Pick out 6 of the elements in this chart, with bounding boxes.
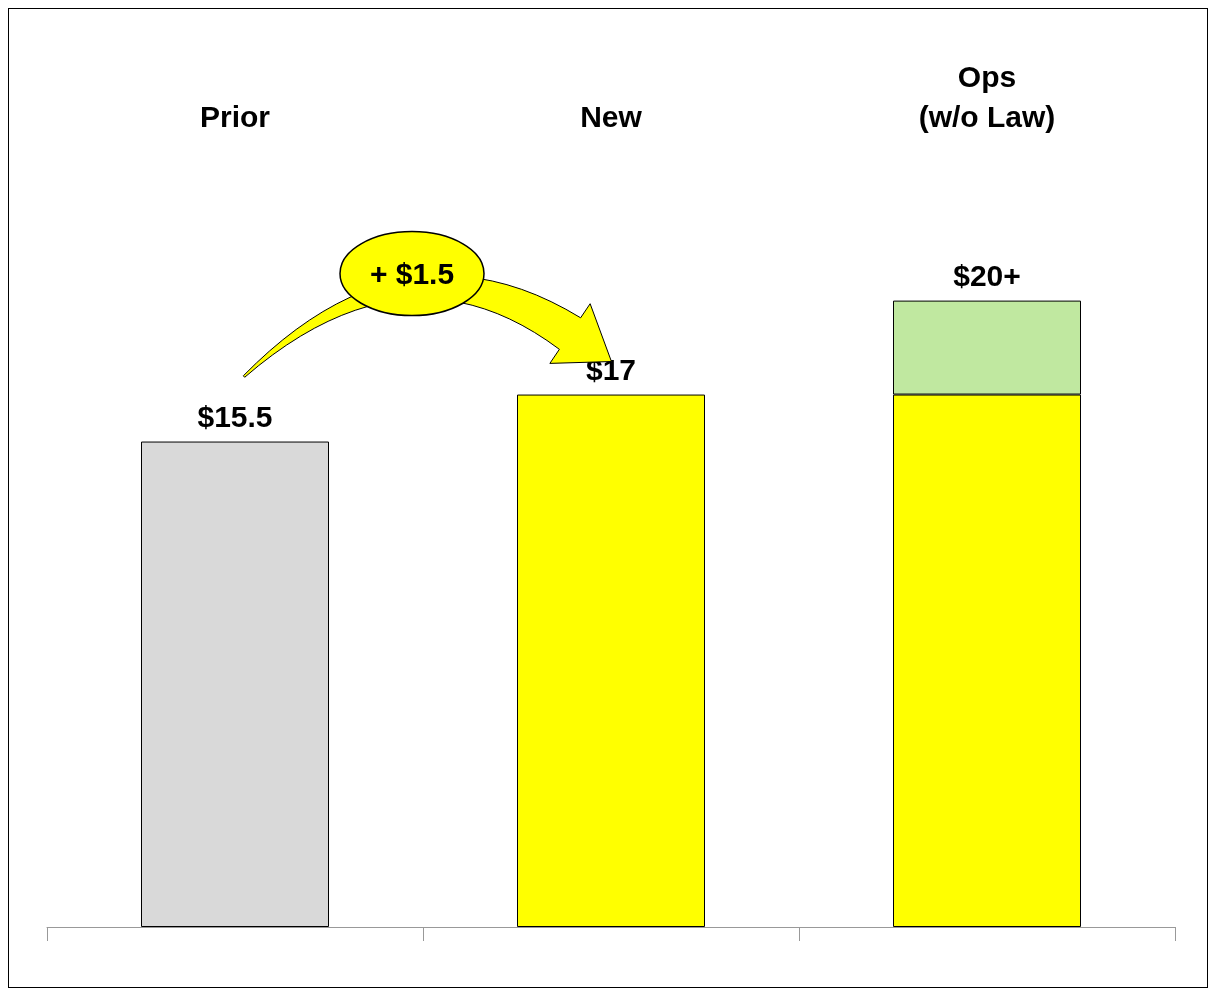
x-tick-label: Ops (w/o Law) bbox=[918, 59, 1056, 133]
data-label: $20+ bbox=[953, 259, 1021, 293]
x-tick-label: New bbox=[580, 99, 643, 133]
data-label: $15.5 bbox=[197, 400, 273, 434]
text: + $1.5 bbox=[369, 256, 455, 290]
x-tick-label: Prior bbox=[199, 99, 271, 133]
